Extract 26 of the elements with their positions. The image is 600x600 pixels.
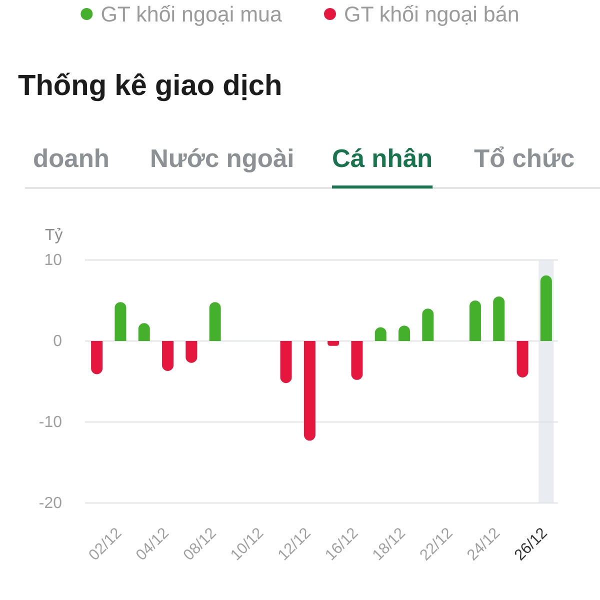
bar — [422, 308, 434, 341]
bar — [209, 302, 221, 341]
y-tick-label: -20 — [38, 495, 62, 512]
text: doanh — [33, 145, 110, 173]
bar — [328, 341, 340, 346]
text: Nước ngoài — [150, 145, 294, 173]
y-tick-label: 10 — [44, 252, 62, 270]
bar — [516, 341, 528, 378]
bar — [540, 275, 552, 341]
bar — [351, 341, 363, 380]
bar — [186, 341, 198, 363]
text: Cá nhân — [332, 145, 433, 173]
legend-label: GT khối ngoại bán — [344, 2, 520, 27]
bar — [304, 341, 316, 441]
legend-label: GT khối ngoại mua — [100, 2, 282, 27]
bar — [493, 296, 505, 341]
y-tick-label: 0 — [53, 333, 62, 350]
chart-title: Thống kê giao dịch — [18, 70, 282, 102]
text: Tổ chức — [474, 145, 575, 173]
bar — [91, 341, 103, 374]
bar — [280, 341, 292, 384]
bar — [469, 300, 481, 341]
bar — [114, 302, 126, 341]
y-tick-label: -10 — [38, 414, 62, 432]
bar — [162, 341, 174, 371]
y-axis-title: Tỷ — [45, 227, 63, 244]
